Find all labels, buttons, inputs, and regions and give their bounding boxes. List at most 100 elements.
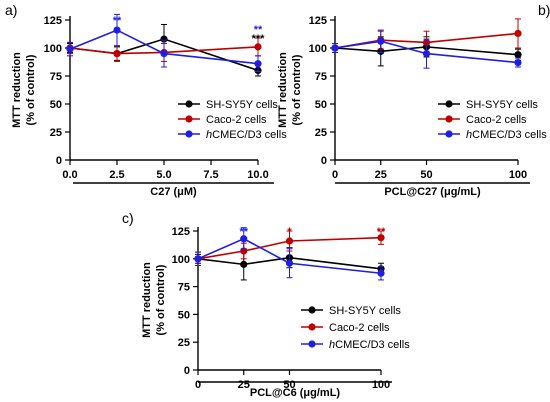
legend-swatch-marker	[185, 100, 193, 108]
data-point	[377, 269, 385, 277]
x-tick-label: 25	[375, 169, 387, 181]
y-tick-label: 25	[50, 127, 62, 139]
legend-label: hCMEC/D3 cells	[206, 129, 287, 141]
legend-swatch-marker	[308, 306, 316, 314]
data-point	[66, 45, 74, 53]
y-tick-label: 75	[315, 71, 327, 83]
y-tick-label: 75	[50, 71, 62, 83]
series-line	[69, 29, 259, 65]
x-tick-label: 100	[509, 169, 527, 181]
x-tick-label: 50	[420, 169, 432, 181]
y-axis-label-line: MTT reduction	[141, 262, 153, 338]
x-tick-label: 100	[372, 379, 390, 391]
x-axis-label: PCL@C6 (μg/mL)	[250, 387, 341, 399]
y-tick-label: 125	[309, 15, 327, 27]
legend: SH-SY5Y cells Caco-2 cells hCMEC/D3 cells	[301, 305, 410, 351]
series-line	[69, 46, 259, 55]
data-point	[422, 50, 431, 58]
y-tick-label: 0	[321, 155, 327, 167]
x-tick-label: 7.5	[203, 169, 218, 181]
y-axis-label: MTT reduction (% of control)	[11, 52, 37, 128]
y-tick-label: 50	[50, 99, 62, 111]
y-tick-label: 25	[178, 337, 190, 349]
data-point	[160, 50, 168, 58]
figure-panels: a) 0 25 50 75 100 125 0.0 2.5 5.0 7.5 10.0 MTT reduc…	[5, 2, 550, 399]
data-point	[285, 237, 294, 245]
y-tick-label: 25	[315, 127, 327, 139]
data-point	[113, 26, 121, 34]
legend-label: SH-SY5Y cells	[329, 305, 401, 317]
y-tick-label: 50	[178, 309, 190, 321]
y-tick-label: 100	[309, 43, 327, 55]
data-point	[514, 29, 522, 38]
x-tick-label: 0.0	[62, 169, 77, 181]
x-axis-label: PCL@C27 (μg/mL)	[384, 186, 481, 198]
legend-swatch-marker	[308, 340, 316, 348]
data-point	[240, 260, 248, 268]
x-tick-label: 0	[195, 379, 201, 391]
data-point	[377, 37, 385, 45]
series-3	[194, 227, 385, 281]
legend-label: Caco-2 cells	[206, 114, 267, 126]
significance-marker: **	[377, 226, 386, 238]
series-line	[197, 236, 382, 260]
y-axis-label-line: (% of control)	[155, 264, 167, 335]
y-axis-label-line: (% of control)	[291, 54, 303, 125]
x-tick-label: 10.0	[247, 169, 268, 181]
series-line	[197, 237, 382, 275]
legend: SH-SY5Y cells Caco-2 cells hCMEC/D3 cells	[178, 99, 287, 141]
legend-swatch-marker	[185, 130, 193, 138]
legend-label: SH-SY5Y cells	[466, 99, 538, 111]
chart-panel-1: a) 0 25 50 75 100 125 0.0 2.5 5.0 7.5 10.0 MTT reduc…	[5, 2, 287, 198]
y-axis-label: MTT reduction (% of control)	[141, 262, 167, 338]
legend-swatch-marker	[185, 115, 193, 123]
y-tick-label: 125	[172, 226, 190, 238]
data-point	[240, 235, 248, 243]
legend-label: SH-SY5Y cells	[206, 99, 278, 111]
y-tick-label: 0	[184, 365, 190, 377]
significance-marker: ***	[252, 33, 266, 45]
data-point	[160, 35, 168, 43]
panel-label: c)	[122, 210, 134, 226]
legend-swatch-marker	[445, 100, 453, 108]
legend-swatch-marker	[445, 115, 453, 123]
significance-marker: **	[113, 15, 122, 27]
legend-label: Caco-2 cells	[329, 322, 390, 334]
x-axis-label: C27 (μM)	[150, 186, 197, 198]
x-tick-label: 25	[238, 379, 250, 391]
legend-label: hCMEC/D3 cells	[329, 339, 410, 351]
legend-label: Caco-2 cells	[466, 114, 527, 126]
data-point	[194, 255, 202, 263]
y-axis-label-line: MTT reduction	[11, 52, 23, 128]
y-tick-label: 50	[315, 99, 327, 111]
panel-label: a)	[5, 2, 17, 18]
data-point	[113, 50, 121, 58]
series-line	[197, 256, 382, 270]
legend: SH-SY5Y cells Caco-2 cells hCMEC/D3 cells	[438, 99, 547, 141]
series-line	[334, 40, 519, 64]
series-3	[66, 13, 262, 73]
data-point	[254, 43, 262, 51]
data-point	[377, 234, 385, 242]
significance-marker: **	[254, 24, 263, 36]
data-point	[240, 247, 248, 255]
y-axis-label: MTT reduction (% of control)	[277, 52, 303, 128]
legend-swatch-marker	[445, 130, 453, 138]
significance-marker: *	[287, 226, 292, 238]
significance-marker: **	[239, 226, 248, 238]
y-tick-label: 100	[172, 254, 190, 266]
data-point	[254, 60, 262, 68]
y-tick-label: 75	[178, 282, 190, 294]
legend-label: hCMEC/D3 cells	[466, 129, 547, 141]
x-tick-label: 0	[332, 169, 338, 181]
data-point	[331, 44, 339, 52]
y-tick-label: 125	[44, 15, 62, 27]
series-line	[334, 46, 519, 56]
data-point	[514, 58, 522, 67]
series-3	[331, 29, 522, 69]
data-point	[514, 51, 522, 59]
y-tick-label: 0	[56, 155, 62, 167]
x-tick-label: 5.0	[156, 169, 171, 181]
panel-label: b)	[538, 2, 550, 18]
